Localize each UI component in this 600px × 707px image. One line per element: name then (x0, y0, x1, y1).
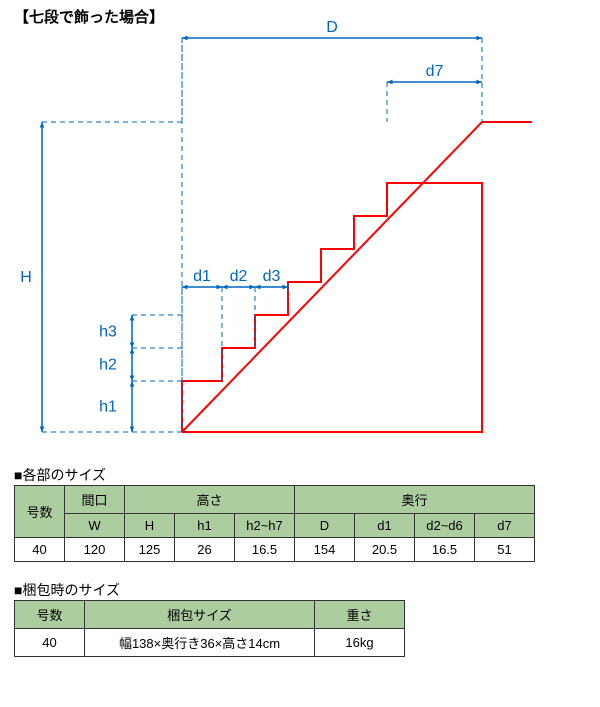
stair-diagram: H Dd7 h1 h2 h3 d1 d2 d3 (0, 20, 600, 460)
t1-d1: 20.5 (355, 538, 415, 562)
section-dimensions-label: ■各部のサイズ (14, 465, 106, 485)
t1-h27: 16.5 (235, 538, 295, 562)
t2-num: 40 (15, 629, 85, 657)
t1-sh-D: D (295, 514, 355, 538)
svg-text:h1: h1 (99, 399, 117, 416)
t1-sh-h27: h2~h7 (235, 514, 295, 538)
svg-text:d2: d2 (230, 268, 248, 285)
t1-sh-d26: d2~d6 (415, 514, 475, 538)
svg-text:h2: h2 (99, 357, 117, 374)
packing-table: 号数梱包サイズ重さ 40幅138×奥行き36×高さ14cm16kg (14, 600, 405, 657)
diagram-svg: H Dd7 h1 h2 h3 d1 d2 d3 (0, 20, 600, 460)
t2-h-size: 梱包サイズ (85, 601, 315, 629)
svg-text:d1: d1 (193, 268, 211, 285)
t2-h-num: 号数 (15, 601, 85, 629)
t2-h-weight: 重さ (315, 601, 405, 629)
section-packing-label: ■梱包時のサイズ (14, 580, 120, 600)
t1-d7: 51 (475, 538, 535, 562)
t1-num: 40 (15, 538, 65, 562)
t1-sh-h1: h1 (175, 514, 235, 538)
svg-text:h3: h3 (99, 324, 117, 341)
svg-text:H: H (20, 269, 32, 286)
t1-Hv: 125 (125, 538, 175, 562)
t1-h-height: 高さ (125, 486, 295, 514)
t1-D: 154 (295, 538, 355, 562)
t1-sh-H: H (125, 514, 175, 538)
t1-h-num: 号数 (15, 486, 65, 538)
t1-d26: 16.5 (415, 538, 475, 562)
t1-sh-d1: d1 (355, 514, 415, 538)
t2-size: 幅138×奥行き36×高さ14cm (85, 629, 315, 657)
dimensions-table: 号数間口高さ奥行WHh1h2~h7Dd1d2~d6d7401201252616.… (14, 485, 535, 562)
svg-text:D: D (326, 20, 338, 36)
t1-sh-d7: d7 (475, 514, 535, 538)
t1-h-depth: 奥行 (295, 486, 535, 514)
t1-sh-W: W (65, 514, 125, 538)
t1-h1: 26 (175, 538, 235, 562)
t1-W: 120 (65, 538, 125, 562)
svg-text:d3: d3 (263, 268, 281, 285)
t1-h-width: 間口 (65, 486, 125, 514)
t2-weight: 16kg (315, 629, 405, 657)
svg-text:d7: d7 (426, 63, 444, 80)
